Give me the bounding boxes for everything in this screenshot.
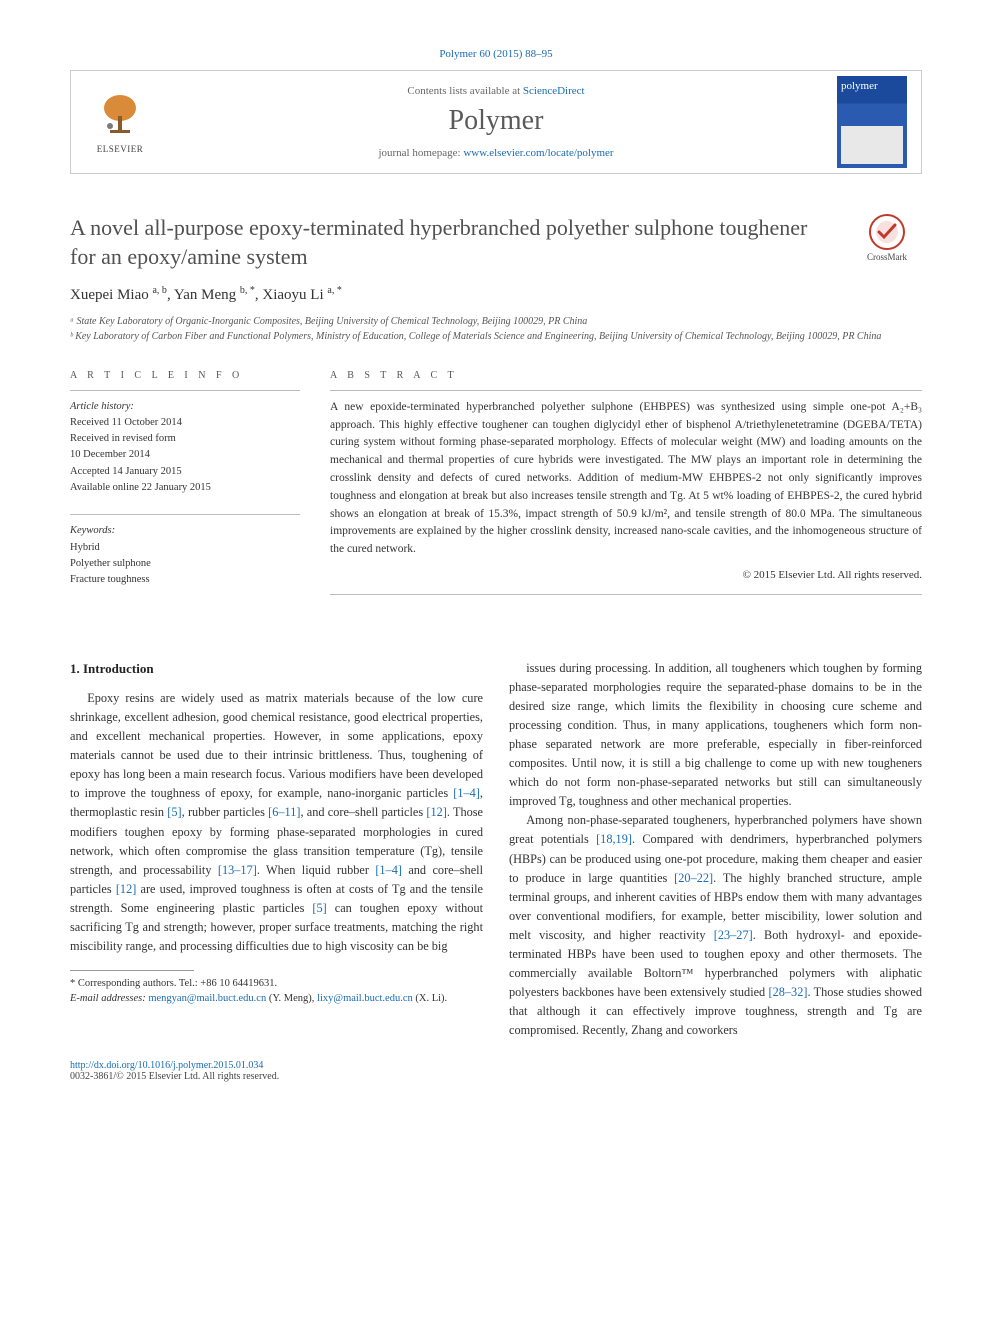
journal-citation: Polymer 60 (2015) 88–95	[70, 48, 922, 60]
sciencedirect-link[interactable]: ScienceDirect	[523, 85, 585, 97]
history-revised-1: Received in revised form	[70, 431, 300, 447]
homepage-link[interactable]: www.elsevier.com/locate/polymer	[463, 147, 613, 159]
article-info-block: A R T I C L E I N F O Article history: R…	[70, 368, 300, 603]
journal-cover-thumbnail: polymer	[837, 76, 907, 168]
authors-line: Xuepei Miao a, b, Yan Meng b, *, Xiaoyu …	[70, 285, 922, 304]
ref-20-22[interactable]: [20–22]	[674, 871, 713, 885]
article-title: A novel all-purpose epoxy-terminated hyp…	[70, 214, 832, 271]
publisher-name: ELSEVIER	[85, 144, 155, 154]
affiliation-a: ᵃ State Key Laboratory of Organic-Inorga…	[70, 314, 922, 329]
ref-12[interactable]: [12]	[426, 805, 447, 819]
email-meng[interactable]: mengyan@mail.buct.edu.cn	[148, 993, 266, 1004]
intro-para-3: Among non-phase-separated tougheners, hy…	[509, 811, 922, 1040]
email-li[interactable]: lixy@mail.buct.edu.cn	[317, 993, 413, 1004]
keyword-3: Fracture toughness	[70, 572, 300, 588]
history-label: Article history:	[70, 401, 134, 412]
ref-23-27[interactable]: [23–27]	[714, 928, 753, 942]
ref-1-4b[interactable]: [1–4]	[375, 863, 402, 877]
homepage-line: journal homepage: www.elsevier.com/locat…	[171, 147, 821, 159]
section-heading-intro: 1. Introduction	[70, 659, 483, 679]
body-columns: 1. Introduction Epoxy resins are widely …	[70, 659, 922, 1040]
ref-5b[interactable]: [5]	[312, 901, 326, 915]
ref-28-32[interactable]: [28–32]	[769, 985, 808, 999]
doi-link[interactable]: http://dx.doi.org/10.1016/j.polymer.2015…	[70, 1060, 263, 1071]
keyword-2: Polyether sulphone	[70, 556, 300, 572]
intro-para-1: Epoxy resins are widely used as matrix m…	[70, 689, 483, 956]
issn-copyright: 0032-3861/© 2015 Elsevier Ltd. All right…	[70, 1071, 922, 1082]
corresponding-authors: * Corresponding authors. Tel.: +86 10 64…	[70, 977, 483, 992]
ref-6-11[interactable]: [6–11]	[268, 805, 300, 819]
contents-prefix: Contents lists available at	[407, 85, 522, 97]
history-accepted: Accepted 14 January 2015	[70, 464, 300, 480]
history-online: Available online 22 January 2015	[70, 480, 300, 496]
ref-12b[interactable]: [12]	[116, 882, 137, 896]
footnote-separator	[70, 970, 194, 971]
abstract-text: A new epoxide-terminated hyperbranched p…	[330, 399, 922, 559]
email-line: E-mail addresses: mengyan@mail.buct.edu.…	[70, 992, 483, 1007]
history-received: Received 11 October 2014	[70, 415, 300, 431]
homepage-prefix: journal homepage:	[378, 147, 463, 159]
abstract-copyright: © 2015 Elsevier Ltd. All rights reserved…	[330, 567, 922, 584]
info-rule	[70, 390, 300, 391]
keyword-1: Hybrid	[70, 540, 300, 556]
publisher-logo: ELSEVIER	[85, 90, 155, 154]
ref-5[interactable]: [5]	[167, 805, 181, 819]
affiliations: ᵃ State Key Laboratory of Organic-Inorga…	[70, 314, 922, 344]
page-footer: http://dx.doi.org/10.1016/j.polymer.2015…	[70, 1060, 922, 1082]
affiliation-b: ᵇ Key Laboratory of Carbon Fiber and Fun…	[70, 329, 922, 344]
journal-header: ELSEVIER polymer Contents lists availabl…	[70, 70, 922, 174]
abstract-heading: A B S T R A C T	[330, 368, 922, 384]
abstract-rule	[330, 390, 922, 391]
keywords-label: Keywords:	[70, 525, 115, 536]
crossmark-icon	[869, 214, 905, 250]
keywords-rule	[70, 514, 300, 515]
p1-a: Epoxy resins are widely used as matrix m…	[70, 691, 483, 800]
footnotes: * Corresponding authors. Tel.: +86 10 64…	[70, 977, 483, 1006]
p1-c: , rubber particles	[182, 805, 269, 819]
email-meng-who: (Y. Meng),	[266, 993, 317, 1004]
cover-title: polymer	[841, 80, 903, 92]
history-revised-2: 10 December 2014	[70, 447, 300, 463]
abstract-block: A B S T R A C T A new epoxide-terminated…	[330, 368, 922, 603]
elsevier-tree-icon	[96, 90, 144, 138]
ref-13-17[interactable]: [13–17]	[218, 863, 257, 877]
article-info-heading: A R T I C L E I N F O	[70, 368, 300, 384]
email-label: E-mail addresses:	[70, 993, 148, 1004]
journal-name: Polymer	[171, 105, 821, 137]
email-li-who: (X. Li).	[413, 993, 447, 1004]
crossmark-badge[interactable]: CrossMark	[852, 214, 922, 262]
abstract-bottom-rule	[330, 594, 922, 595]
intro-para-2: issues during processing. In addition, a…	[509, 659, 922, 811]
p1-d: , and core–shell particles	[300, 805, 426, 819]
ref-18-19[interactable]: [18,19]	[596, 832, 632, 846]
cover-graphic	[841, 126, 903, 164]
crossmark-label: CrossMark	[867, 252, 907, 262]
p1-f: . When liquid rubber	[257, 863, 376, 877]
ref-1-4[interactable]: [1–4]	[453, 786, 480, 800]
contents-available-line: Contents lists available at ScienceDirec…	[171, 85, 821, 97]
